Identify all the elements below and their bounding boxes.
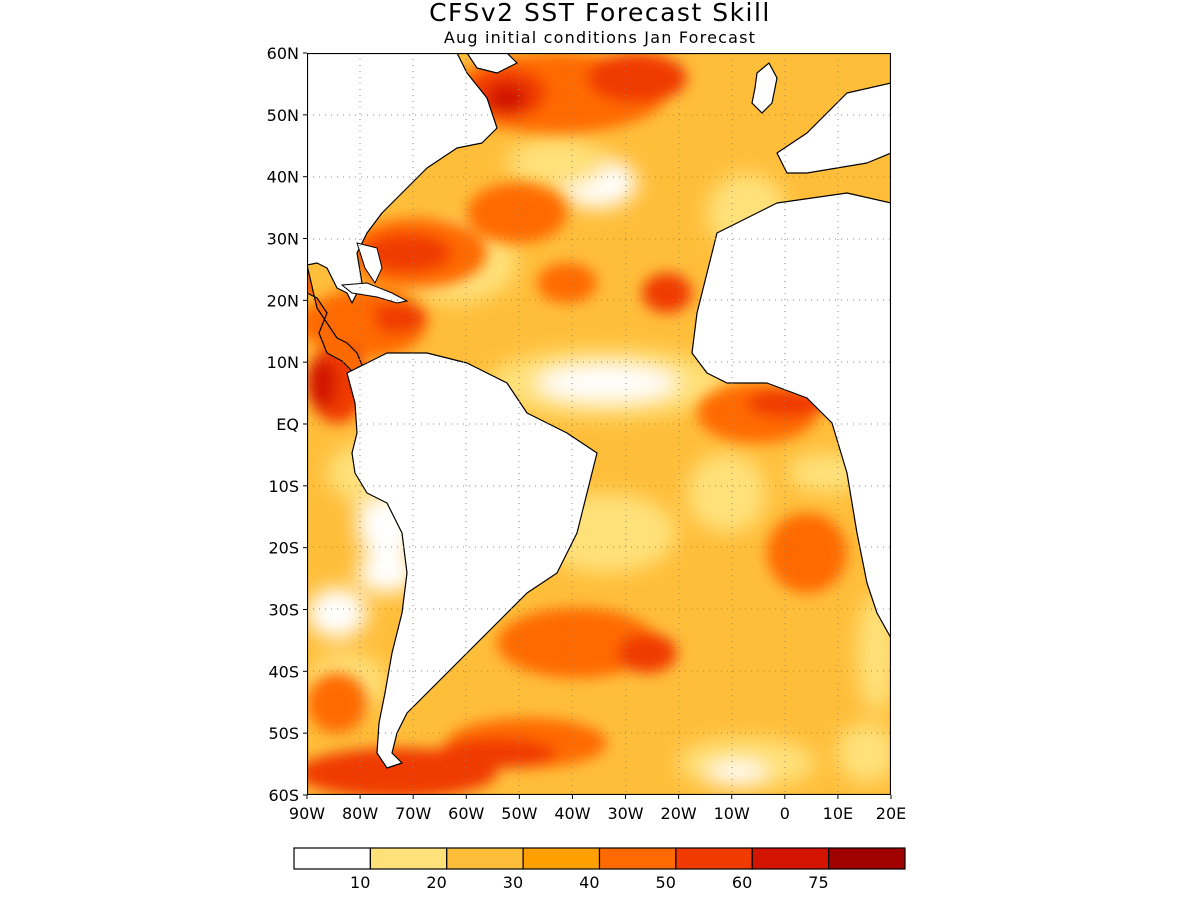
colorbar: 10 20 30 40 50 60 75 [293,847,906,892]
colorbar-segment [446,847,524,870]
lon-label: 70W [395,804,431,823]
colorbar-label: 20 [426,873,446,892]
colorbar-label: 40 [579,873,599,892]
colorbar-segment [598,847,677,870]
lon-label: 0 [780,804,790,823]
northern-landmass [466,53,518,74]
map-panel [307,53,891,795]
europe-land [776,82,891,174]
land-masses [307,53,891,769]
colorbar-segment [675,847,753,870]
lon-label: 10E [823,804,853,823]
map-frame [307,53,891,795]
colorbar-segment [522,847,601,870]
lon-label: 40W [554,804,590,823]
africa-land [691,192,891,639]
colorbar-segment [751,847,830,870]
north-america-land [307,53,498,304]
map-gridlines [307,53,891,795]
lat-label: 30S [268,601,299,620]
lon-label: 30W [607,804,643,823]
lat-label: 30N [267,230,299,249]
lat-label: 40N [267,168,299,187]
chart-title: CFSv2 SST Forecast Skill [429,0,771,27]
lat-label: 20S [268,539,299,558]
lat-label: 60S [268,786,299,805]
chart-subtitle: Aug initial conditions Jan Forecast [443,28,757,47]
lat-label: 10S [268,477,299,496]
lon-label: 20W [661,804,697,823]
lat-label: 50S [268,724,299,743]
south-america-land [346,352,598,769]
colorbar-segment [828,847,906,870]
lat-label: 50N [267,106,299,125]
colorbar-label: 75 [808,873,828,892]
lon-label: 90W [289,804,325,823]
lon-label: 20E [876,804,906,823]
lon-label: 80W [342,804,378,823]
caribbean-islands [340,282,409,304]
lat-label: 40S [268,662,299,681]
sst-skill-map [307,53,891,795]
colorbar-segment [369,847,448,870]
colorbar-label: 30 [503,873,523,892]
great-britain-land [751,62,778,114]
lon-label: 10W [714,804,750,823]
lat-label: 20N [267,291,299,310]
colorbar-label: 10 [350,873,370,892]
lat-label: 10N [267,353,299,372]
longitude-labels: 90W 80W 70W 60W 50W 40W 30W 20W 10W 0 10E 20E [289,795,906,823]
lon-label: 50W [501,804,537,823]
lon-label: 60W [448,804,484,823]
colorbar-segment [293,847,371,870]
colorbar-label: 60 [732,873,752,892]
lat-label: EQ [276,415,299,434]
florida-land [356,242,383,285]
colorbar-label: 50 [656,873,676,892]
